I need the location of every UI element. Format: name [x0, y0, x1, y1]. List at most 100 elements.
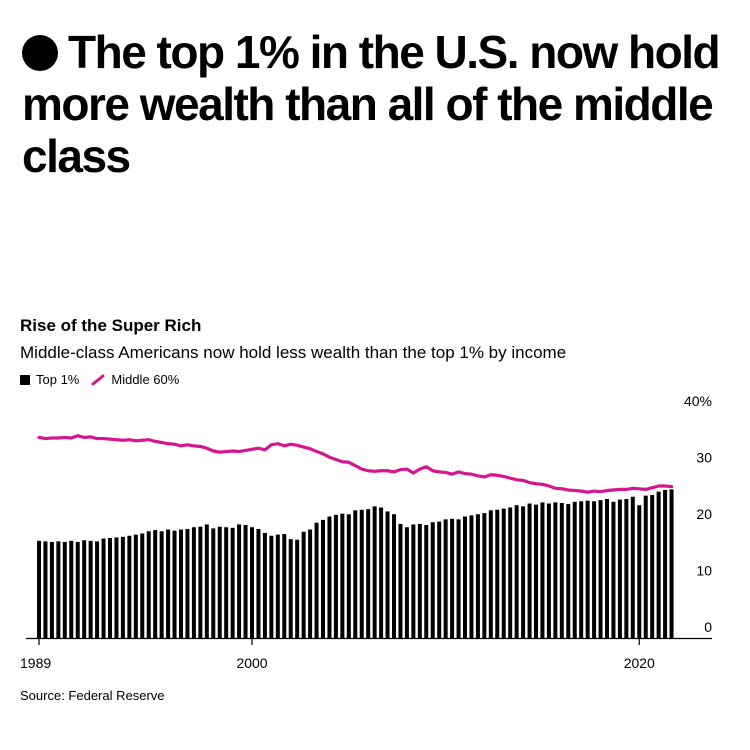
bar-top1 [179, 529, 183, 638]
bar-top1 [269, 535, 274, 638]
legend-line-swatch-icon [91, 374, 105, 385]
source-note: Source: Federal Reserve [20, 688, 165, 703]
y-tick-label: 30 [696, 450, 712, 466]
bar-top1 [127, 535, 132, 638]
bullet-dot-icon [22, 35, 58, 71]
bar-top1 [275, 534, 280, 638]
bar-top1 [69, 540, 74, 638]
bar-top1 [366, 509, 371, 638]
bar-top1 [624, 499, 629, 638]
bar-top1 [353, 510, 358, 638]
bar-top1 [527, 503, 532, 638]
bar-top1 [475, 514, 480, 638]
bar-top1 [120, 536, 125, 638]
x-tick-label: 1989 [20, 655, 51, 671]
bar-top1 [469, 515, 474, 638]
bar-top1 [598, 500, 603, 638]
bar-top1 [43, 541, 48, 638]
bar-top1 [56, 541, 61, 638]
bar-top1 [308, 529, 313, 638]
bar-top1 [501, 508, 506, 638]
bar-top1 [37, 540, 41, 638]
bar-top1 [211, 528, 216, 638]
legend-item-top1: Top 1% [20, 372, 79, 387]
bar-top1 [663, 489, 668, 638]
legend-item-middle60: Middle 60% [91, 372, 179, 387]
headline-text: The top 1% in the U.S. now hold more wea… [22, 26, 721, 182]
bar-top1 [495, 509, 500, 638]
bar-top1 [398, 523, 403, 638]
bar-top1 [456, 519, 461, 638]
bar-top1 [256, 528, 261, 638]
bar-top1 [301, 531, 306, 638]
bar-top1 [379, 507, 384, 638]
bar-top1 [327, 516, 332, 638]
bar-top1 [82, 540, 87, 638]
bar-top1 [204, 524, 209, 638]
bar-top1 [430, 522, 435, 638]
bar-top1 [546, 503, 551, 638]
bar-top1 [592, 501, 597, 638]
bar-top1 [559, 502, 564, 638]
bar-top1 [88, 540, 93, 638]
bar-top1 [585, 500, 590, 638]
x-tick-label: 2020 [624, 655, 655, 671]
bar-top1 [114, 537, 119, 638]
bar-top1 [333, 514, 338, 638]
bar-top1 [146, 531, 151, 638]
bar-top1 [404, 527, 409, 638]
bar-top1 [172, 530, 177, 638]
series-line-middle60 [37, 434, 674, 494]
bar-top1 [463, 516, 467, 638]
legend-label-top1: Top 1% [36, 372, 80, 387]
bar-top1 [159, 531, 164, 638]
bar-top1 [566, 504, 571, 638]
bar-top1 [656, 491, 661, 638]
bar-top1 [230, 527, 235, 638]
bar-top1 [262, 532, 267, 638]
bar-top1 [482, 513, 487, 638]
bar-top1 [540, 502, 545, 638]
legend: Top 1% Middle 60% [20, 372, 191, 387]
bar-top1 [630, 496, 635, 638]
bar-top1 [140, 533, 145, 638]
bar-top1 [643, 495, 648, 638]
bar-top1 [417, 523, 422, 638]
bar-top1 [572, 501, 577, 638]
bar-top1 [617, 499, 622, 638]
bar-top1 [95, 541, 100, 638]
bar-top1 [488, 510, 493, 638]
bar-top1 [534, 504, 538, 638]
bar-top1 [217, 526, 222, 638]
bar-top1 [250, 527, 254, 638]
bar-top1 [669, 489, 674, 638]
bar-top1 [321, 519, 325, 638]
y-tick-label: 40% [684, 393, 712, 409]
bar-top1 [650, 495, 655, 638]
bar-top1 [508, 507, 513, 638]
bar-top1 [237, 524, 242, 638]
bar-top1 [340, 513, 345, 638]
bar-top1 [424, 525, 429, 638]
bar-top1 [191, 527, 196, 638]
bar-top1 [224, 527, 229, 638]
bar-top1 [637, 505, 642, 638]
bar-top1 [198, 526, 203, 638]
bar-top1 [605, 499, 609, 638]
legend-label-middle60: Middle 60% [111, 372, 180, 387]
bar-top1 [385, 511, 390, 638]
bar-top1 [288, 539, 293, 639]
y-tick-label: 10 [696, 563, 712, 579]
y-tick-label: 0 [704, 619, 712, 635]
bar-top1 [521, 506, 526, 638]
bar-top1 [346, 514, 351, 638]
bar-top1 [359, 509, 364, 638]
chart-title: Rise of the Super Rich [20, 316, 202, 335]
chart-subtitle: Middle-class Americans now hold less wea… [20, 343, 567, 362]
bar-top1 [411, 524, 416, 638]
bar-top1 [514, 505, 519, 638]
bar-top1 [243, 525, 248, 638]
bar-top1 [282, 534, 287, 638]
bar-top1 [450, 518, 455, 638]
